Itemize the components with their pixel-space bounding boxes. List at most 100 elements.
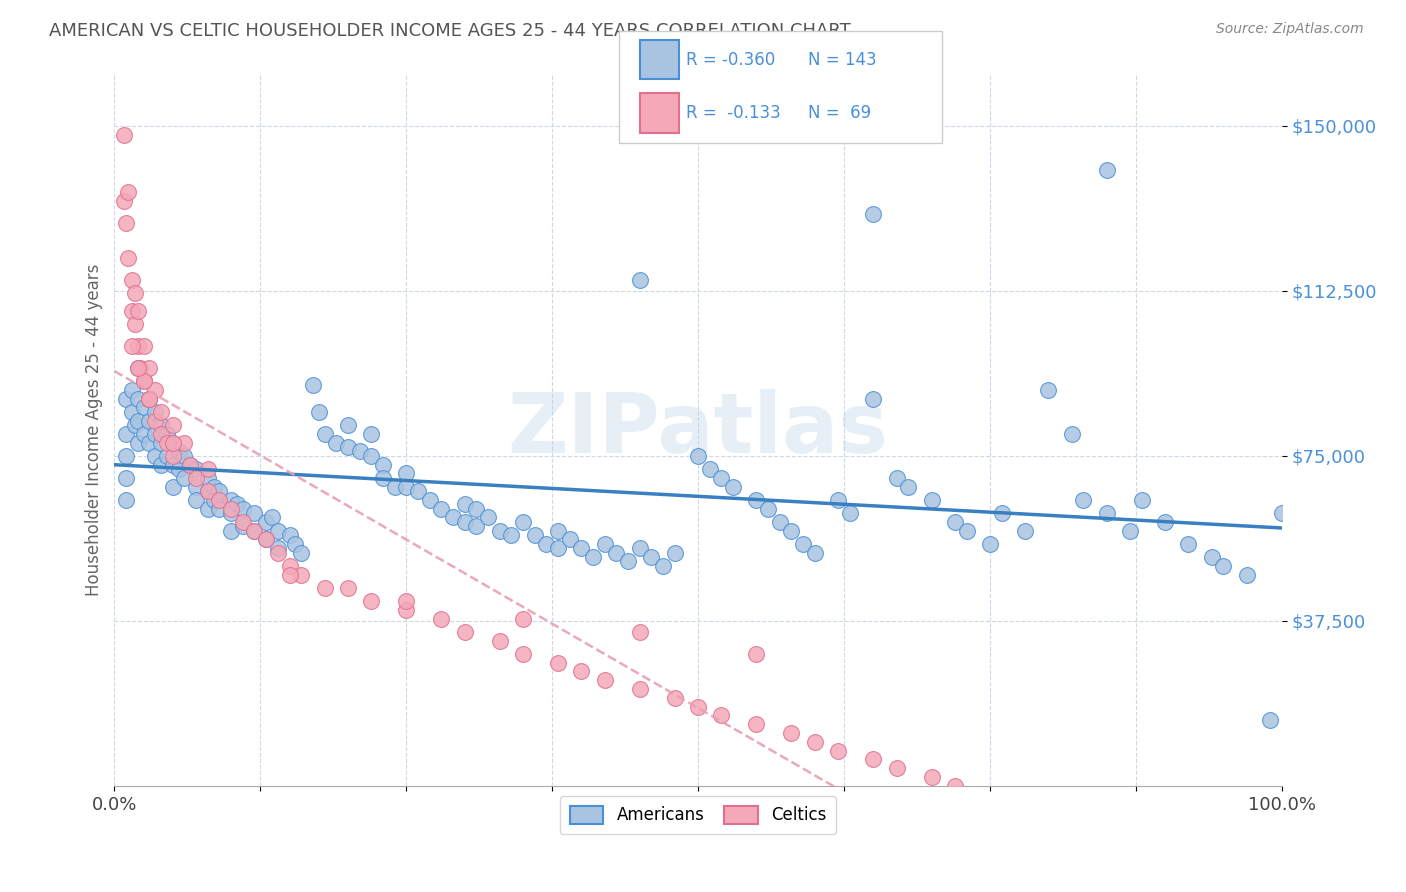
- Point: [664, 545, 686, 559]
- Point: [208, 501, 231, 516]
- Point: [184, 462, 207, 476]
- Point: [640, 549, 662, 564]
- Point: [184, 479, 207, 493]
- Point: [138, 392, 160, 406]
- Point: [512, 515, 534, 529]
- Point: [897, 479, 920, 493]
- Point: [150, 458, 173, 472]
- Point: [943, 779, 966, 793]
- Point: [162, 435, 184, 450]
- Point: [219, 501, 242, 516]
- Point: [267, 541, 290, 556]
- Point: [115, 471, 138, 485]
- Point: [167, 462, 190, 476]
- Point: [756, 501, 779, 516]
- Point: [143, 414, 166, 428]
- Point: [569, 665, 592, 679]
- Point: [150, 435, 173, 450]
- Point: [115, 216, 138, 230]
- Point: [208, 492, 231, 507]
- Point: [121, 303, 143, 318]
- Point: [664, 690, 686, 705]
- Point: [254, 533, 277, 547]
- Point: [243, 524, 266, 538]
- Point: [115, 392, 138, 406]
- Point: [129, 360, 152, 375]
- Point: [453, 497, 475, 511]
- Point: [278, 528, 301, 542]
- Point: [243, 524, 266, 538]
- Point: [1236, 567, 1258, 582]
- Point: [628, 681, 651, 696]
- Point: [254, 515, 277, 529]
- Point: [886, 761, 908, 775]
- Point: [395, 594, 418, 608]
- Text: R = -0.360: R = -0.360: [686, 51, 775, 69]
- Point: [314, 426, 336, 441]
- Point: [558, 533, 581, 547]
- Point: [173, 435, 195, 450]
- Point: [243, 506, 266, 520]
- Point: [862, 207, 884, 221]
- Point: [371, 458, 394, 472]
- Point: [1060, 426, 1083, 441]
- Point: [488, 633, 510, 648]
- Point: [804, 545, 827, 559]
- Point: [112, 194, 135, 208]
- Point: [143, 426, 166, 441]
- Point: [132, 374, 155, 388]
- Point: [1130, 492, 1153, 507]
- Point: [699, 462, 721, 476]
- Point: [686, 699, 709, 714]
- Point: [1271, 506, 1294, 520]
- Point: [254, 533, 277, 547]
- Point: [1154, 515, 1177, 529]
- Point: [582, 549, 605, 564]
- Point: [523, 528, 546, 542]
- Point: [617, 554, 640, 568]
- Point: [862, 752, 884, 766]
- Point: [197, 501, 219, 516]
- Point: [453, 515, 475, 529]
- Point: [127, 339, 149, 353]
- Point: [290, 567, 312, 582]
- Point: [115, 492, 138, 507]
- Point: [278, 558, 301, 573]
- Point: [1119, 524, 1142, 538]
- Point: [804, 735, 827, 749]
- Point: [308, 405, 330, 419]
- Point: [1095, 162, 1118, 177]
- Point: [127, 303, 149, 318]
- Point: [290, 545, 312, 559]
- Point: [260, 510, 283, 524]
- Point: [197, 462, 219, 476]
- Text: AMERICAN VS CELTIC HOUSEHOLDER INCOME AGES 25 - 44 YEARS CORRELATION CHART: AMERICAN VS CELTIC HOUSEHOLDER INCOME AG…: [49, 22, 851, 40]
- Point: [132, 339, 155, 353]
- Point: [406, 483, 429, 498]
- Point: [162, 449, 184, 463]
- Point: [138, 360, 160, 375]
- Point: [117, 185, 139, 199]
- Point: [208, 483, 231, 498]
- Point: [430, 501, 453, 516]
- Point: [138, 414, 160, 428]
- Point: [121, 383, 143, 397]
- Point: [232, 519, 254, 533]
- Point: [138, 392, 160, 406]
- Text: ZIPatlas: ZIPatlas: [508, 389, 889, 470]
- Point: [202, 492, 225, 507]
- Point: [488, 524, 510, 538]
- Point: [124, 285, 146, 300]
- Point: [979, 537, 1001, 551]
- Point: [686, 449, 709, 463]
- Point: [862, 392, 884, 406]
- Point: [1177, 537, 1199, 551]
- Point: [138, 392, 160, 406]
- Point: [284, 537, 307, 551]
- Point: [156, 449, 179, 463]
- Point: [838, 506, 860, 520]
- Point: [547, 524, 569, 538]
- Point: [430, 611, 453, 625]
- Legend: Americans, Celtics: Americans, Celtics: [560, 796, 837, 835]
- Point: [780, 726, 803, 740]
